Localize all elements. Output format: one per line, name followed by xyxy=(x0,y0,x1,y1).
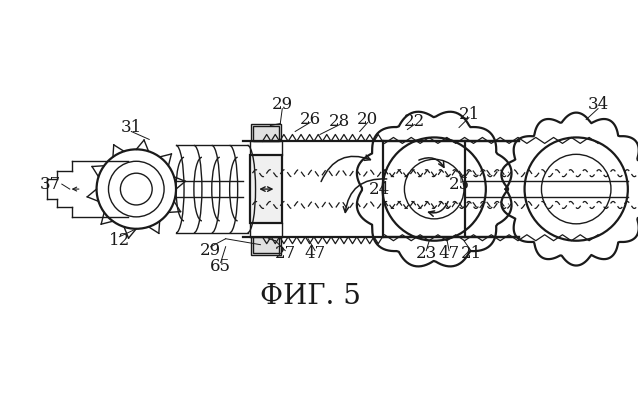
Text: 29: 29 xyxy=(200,242,221,259)
Text: 28: 28 xyxy=(329,113,351,130)
Text: 27: 27 xyxy=(275,245,296,262)
Text: 47: 47 xyxy=(305,245,326,262)
Bar xyxy=(252,124,281,141)
Bar xyxy=(250,155,282,223)
Bar xyxy=(253,126,279,141)
Bar xyxy=(252,237,281,255)
Text: 20: 20 xyxy=(357,111,378,128)
Text: 47: 47 xyxy=(438,245,460,262)
Text: 31: 31 xyxy=(121,119,142,136)
Text: 25: 25 xyxy=(449,176,470,193)
Text: 12: 12 xyxy=(109,232,130,249)
Text: 21: 21 xyxy=(458,106,479,123)
Text: 24: 24 xyxy=(369,181,390,198)
Text: 22: 22 xyxy=(404,113,425,130)
Text: 21: 21 xyxy=(460,245,481,262)
Text: 26: 26 xyxy=(300,111,321,128)
Text: ФИГ. 5: ФИГ. 5 xyxy=(260,283,360,310)
Text: 34: 34 xyxy=(588,96,609,113)
Bar xyxy=(253,237,279,253)
Text: 37: 37 xyxy=(39,176,61,193)
Text: 23: 23 xyxy=(415,245,437,262)
Text: 29: 29 xyxy=(272,96,293,113)
Text: 65: 65 xyxy=(210,258,231,275)
